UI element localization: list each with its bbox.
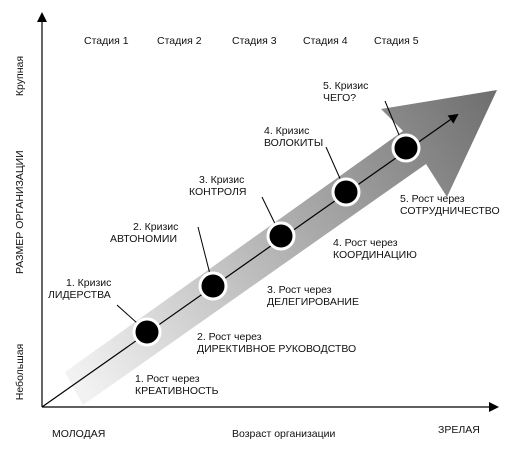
- x-axis-title: Возраст организации: [232, 428, 336, 440]
- y-axis-bottom-label: Небольшая: [14, 343, 26, 401]
- x-axis-left-label: МОЛОДАЯ: [52, 428, 106, 440]
- crisis-1-number: 1. Кризис: [66, 277, 112, 289]
- growth-trend-arrow: [41, 113, 459, 408]
- y-axis-title: РАЗМЕР ОРГАНИЗАЦИИ: [14, 150, 26, 274]
- growth-4-number: 4. Рост через: [333, 237, 398, 249]
- growth-3-label: 3. Рост через ДЕЛЕГИРОВАНИЕ: [267, 284, 359, 308]
- crisis-3-name: КОНТРОЛЯ: [189, 186, 247, 198]
- growth-2-number: 2. Рост через: [197, 331, 262, 343]
- crisis-5-label: 5. Кризис ЧЕГО?: [323, 80, 368, 104]
- crisis-4-label: 4. Кризис ВОЛОКИТЫ: [264, 125, 323, 149]
- crisis-4-dot: [331, 177, 361, 207]
- growth-1-number: 1. Рост через: [135, 373, 200, 385]
- growth-2-name: ДИРЕКТИВНОЕ РУКОВОДСТВО: [197, 343, 357, 355]
- crisis-5-dot: [391, 133, 421, 163]
- crisis-3-dot: [266, 221, 296, 251]
- crisis-2-label: 2. Кризис АВТОНОМИИ: [110, 221, 179, 245]
- crisis-1-label: 1. Кризис ЛИДЕРСТВА: [48, 277, 112, 301]
- growth-4-name: КООРДИНАЦИЮ: [333, 249, 417, 261]
- stage-2-label: Стадия 2: [157, 35, 202, 47]
- crisis-4-number: 4. Кризис: [264, 125, 310, 137]
- growth-2-label: 2. Рост через ДИРЕКТИВНОЕ РУКОВОДСТВО: [197, 331, 356, 355]
- crisis-2-dot: [198, 271, 228, 301]
- crisis-1-name: ЛИДЕРСТВА: [48, 289, 111, 301]
- growth-5-label: 5. Рост через СОТРУДНИЧЕСТВО: [400, 193, 500, 217]
- growth-3-name: ДЕЛЕГИРОВАНИЕ: [267, 296, 359, 308]
- stage-4-label: Стадия 4: [303, 35, 348, 47]
- crisis-2-name: АВТОНОМИИ: [110, 233, 178, 245]
- crisis-1-dot: [132, 317, 162, 347]
- stage-3-label: Стадия 3: [232, 35, 277, 47]
- x-axis-right-label: ЗРЕЛАЯ: [438, 424, 480, 436]
- growth-5-name: СОТРУДНИЧЕСТВО: [400, 205, 500, 217]
- growth-4-label: 4. Рост через КООРДИНАЦИЮ: [333, 237, 417, 261]
- growth-1-name: КРЕАТИВНОСТЬ: [135, 385, 219, 397]
- growth-3-number: 3. Рост через: [267, 284, 332, 296]
- growth-1-label: 1. Рост через КРЕАТИВНОСТЬ: [135, 373, 219, 397]
- crisis-2-number: 2. Кризис: [133, 221, 179, 233]
- crisis-4-name: ВОЛОКИТЫ: [264, 137, 324, 149]
- crisis-3-number: 3. Кризис: [199, 174, 245, 186]
- crisis-3-label: 3. Кризис КОНТРОЛЯ: [189, 174, 246, 198]
- stage-5-label: Стадия 5: [374, 35, 419, 47]
- crisis-5-name: ЧЕГО?: [323, 92, 357, 104]
- stage-1-label: Стадия 1: [84, 35, 129, 47]
- crisis-5-number: 5. Кризис: [323, 80, 369, 92]
- growth-5-number: 5. Рост через: [400, 193, 465, 205]
- y-axis-top-label: Крупная: [14, 55, 26, 97]
